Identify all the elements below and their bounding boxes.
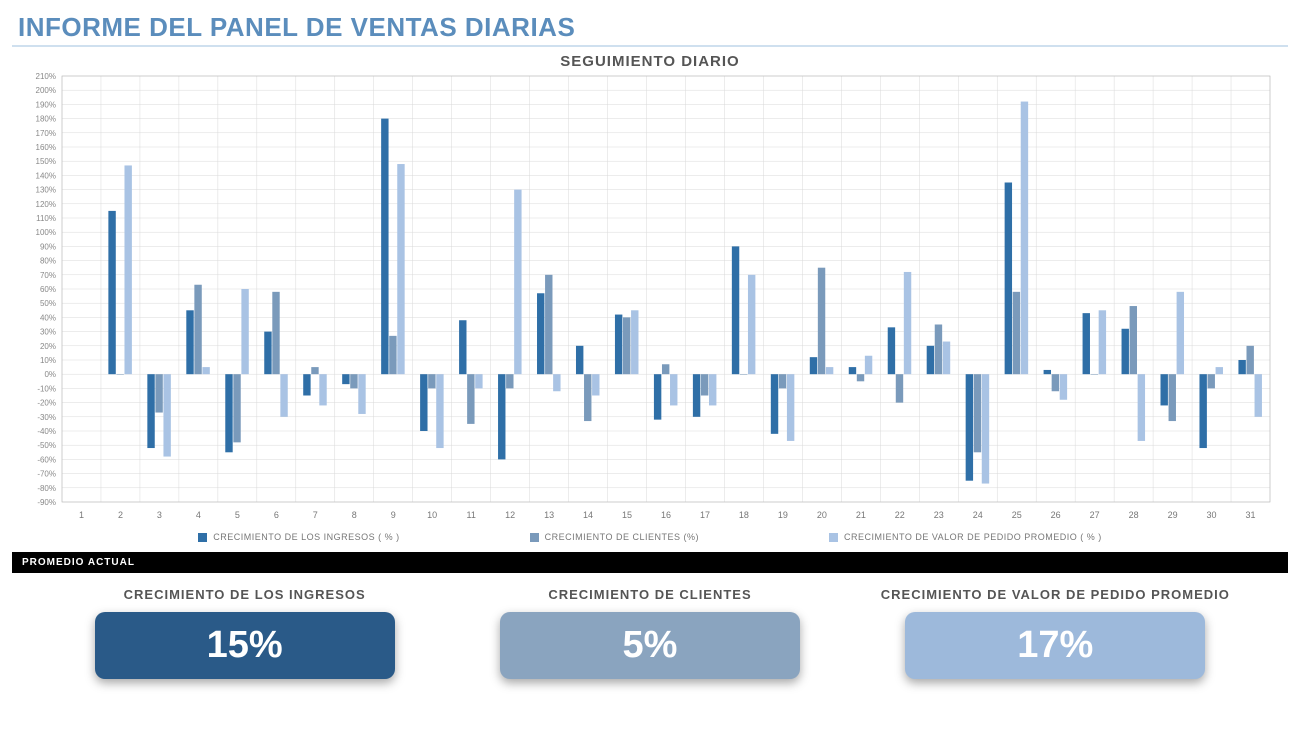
- kpi-label: CRECIMIENTO DE LOS INGRESOS: [52, 587, 437, 602]
- svg-text:13: 13: [544, 510, 554, 520]
- kpi-pedido-promedio: CRECIMIENTO DE VALOR DE PEDIDO PROMEDIO …: [863, 587, 1248, 679]
- svg-text:5: 5: [235, 510, 240, 520]
- svg-text:29: 29: [1168, 510, 1178, 520]
- svg-text:20: 20: [817, 510, 827, 520]
- svg-text:10: 10: [427, 510, 437, 520]
- kpi-clientes: CRECIMIENTO DE CLIENTES 5%: [457, 587, 842, 679]
- svg-text:14: 14: [583, 510, 593, 520]
- kpi-label: CRECIMIENTO DE CLIENTES: [457, 587, 842, 602]
- svg-text:0%: 0%: [44, 370, 56, 379]
- kpi-ingresos: CRECIMIENTO DE LOS INGRESOS 15%: [52, 587, 437, 679]
- svg-text:6: 6: [274, 510, 279, 520]
- svg-text:-20%: -20%: [37, 399, 56, 408]
- legend-swatch: [198, 533, 207, 542]
- svg-text:-10%: -10%: [37, 384, 56, 393]
- svg-text:90%: 90%: [40, 242, 56, 251]
- legend-swatch: [530, 533, 539, 542]
- svg-text:1: 1: [79, 510, 84, 520]
- svg-text:4: 4: [196, 510, 201, 520]
- svg-text:200%: 200%: [36, 86, 56, 95]
- svg-text:16: 16: [661, 510, 671, 520]
- svg-text:70%: 70%: [40, 271, 56, 280]
- svg-text:24: 24: [973, 510, 983, 520]
- legend-item: CRECIMIENTO DE CLIENTES (%): [530, 532, 699, 542]
- chart-title: SEGUIMIENTO DIARIO: [12, 53, 1288, 70]
- svg-text:7: 7: [313, 510, 318, 520]
- svg-text:-40%: -40%: [37, 427, 56, 436]
- svg-text:-70%: -70%: [37, 470, 56, 479]
- svg-text:-80%: -80%: [37, 484, 56, 493]
- page-title: INFORME DEL PANEL DE VENTAS DIARIAS: [12, 8, 1288, 47]
- svg-text:2: 2: [118, 510, 123, 520]
- svg-text:-30%: -30%: [37, 413, 56, 422]
- kpi-value-pill: 5%: [500, 612, 800, 679]
- svg-text:210%: 210%: [36, 72, 56, 81]
- svg-text:-50%: -50%: [37, 441, 56, 450]
- svg-text:11: 11: [466, 510, 475, 520]
- svg-text:21: 21: [856, 510, 866, 520]
- svg-text:40%: 40%: [40, 313, 56, 322]
- svg-text:80%: 80%: [40, 257, 56, 266]
- svg-text:30: 30: [1207, 510, 1217, 520]
- svg-text:27: 27: [1090, 510, 1100, 520]
- svg-text:50%: 50%: [40, 299, 56, 308]
- svg-text:12: 12: [505, 510, 515, 520]
- kpi-value-pill: 17%: [905, 612, 1205, 679]
- svg-text:20%: 20%: [40, 342, 56, 351]
- svg-text:19: 19: [778, 510, 788, 520]
- svg-text:110%: 110%: [36, 214, 56, 223]
- svg-text:9: 9: [391, 510, 396, 520]
- svg-text:17: 17: [700, 510, 710, 520]
- svg-text:3: 3: [157, 510, 162, 520]
- svg-text:-60%: -60%: [37, 455, 56, 464]
- svg-text:31: 31: [1246, 510, 1256, 520]
- svg-text:-90%: -90%: [37, 498, 56, 507]
- kpi-row: CRECIMIENTO DE LOS INGRESOS 15% CRECIMIE…: [12, 587, 1288, 679]
- svg-text:26: 26: [1051, 510, 1061, 520]
- legend-swatch: [829, 533, 838, 542]
- legend-label: CRECIMIENTO DE CLIENTES (%): [545, 532, 699, 542]
- svg-text:30%: 30%: [40, 328, 56, 337]
- svg-text:170%: 170%: [36, 129, 56, 138]
- svg-text:60%: 60%: [40, 285, 56, 294]
- svg-text:10%: 10%: [40, 356, 56, 365]
- legend-label: CRECIMIENTO DE LOS INGRESOS ( % ): [213, 532, 399, 542]
- chart-legend: CRECIMIENTO DE LOS INGRESOS ( % ) CRECIMI…: [20, 532, 1280, 542]
- kpi-value-pill: 15%: [95, 612, 395, 679]
- svg-text:120%: 120%: [36, 200, 56, 209]
- svg-text:15: 15: [622, 510, 632, 520]
- svg-text:18: 18: [739, 510, 749, 520]
- legend-item: CRECIMIENTO DE VALOR DE PEDIDO PROMEDIO …: [829, 532, 1102, 542]
- svg-text:100%: 100%: [36, 228, 56, 237]
- chart-svg: -90% -80% -70% -60% -50% -40% -30% -20% -10% 0% 10…: [20, 70, 1280, 530]
- svg-text:25: 25: [1012, 510, 1022, 520]
- section-header-bar: PROMEDIO ACTUAL: [12, 552, 1288, 573]
- svg-text:28: 28: [1129, 510, 1139, 520]
- svg-text:140%: 140%: [36, 171, 56, 180]
- svg-text:180%: 180%: [36, 115, 56, 124]
- daily-tracking-chart: -90% -80% -70% -60% -50% -40% -30% -20% -10% 0% 10…: [20, 70, 1280, 542]
- legend-item: CRECIMIENTO DE LOS INGRESOS ( % ): [198, 532, 399, 542]
- svg-text:8: 8: [352, 510, 357, 520]
- svg-text:23: 23: [934, 510, 944, 520]
- svg-text:150%: 150%: [36, 157, 56, 166]
- kpi-label: CRECIMIENTO DE VALOR DE PEDIDO PROMEDIO: [863, 587, 1248, 602]
- legend-label: CRECIMIENTO DE VALOR DE PEDIDO PROMEDIO …: [844, 532, 1102, 542]
- svg-text:190%: 190%: [36, 100, 56, 109]
- svg-text:130%: 130%: [36, 186, 56, 195]
- svg-text:160%: 160%: [36, 143, 56, 152]
- svg-text:22: 22: [895, 510, 905, 520]
